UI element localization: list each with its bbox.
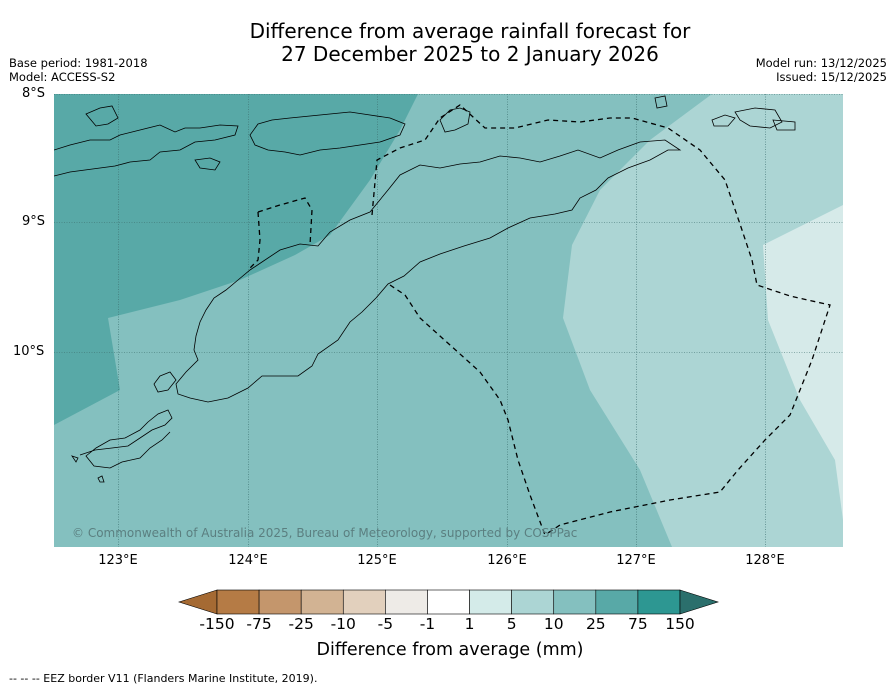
colorbar-segment xyxy=(258,589,302,615)
title-line-2: 27 December 2025 to 2 January 2026 xyxy=(281,42,659,66)
eez-border xyxy=(249,104,831,536)
coastline xyxy=(54,95,796,483)
region-25-75-north xyxy=(54,94,418,425)
colorbar-segment xyxy=(300,589,344,615)
colorbar-tick-label: 1 xyxy=(464,615,475,633)
title-line-1: Difference from average rainfall forecas… xyxy=(249,19,691,43)
lon-label-127e: 127°E xyxy=(616,553,656,568)
region-1-5-east xyxy=(763,205,843,520)
meta-left: Base period: 1981-2018 Model: ACCESS-S2 xyxy=(9,56,148,84)
colorbar-tick-label: -150 xyxy=(199,615,235,633)
colorbar-tick-label: -75 xyxy=(246,615,272,633)
base-period-text: Base period: 1981-2018 xyxy=(9,56,148,70)
colorbar-tick-label: -25 xyxy=(288,615,314,633)
chart-title: Difference from average rainfall forecas… xyxy=(180,20,760,66)
colorbar-segment xyxy=(511,589,555,615)
colorbar-segment xyxy=(385,589,428,615)
colorbar-extend-high xyxy=(679,589,719,615)
lon-label-123e: 123°E xyxy=(98,553,138,568)
colorbar-tick-label: 25 xyxy=(585,615,606,633)
issued-text: Issued: 15/12/2025 xyxy=(776,70,887,84)
colorbar-segment xyxy=(342,589,386,615)
graticule xyxy=(54,94,843,547)
model-run-text: Model run: 13/12/2025 xyxy=(755,56,887,70)
model-text: Model: ACCESS-S2 xyxy=(9,70,116,84)
colorbar-tick-label: 10 xyxy=(543,615,564,633)
colorbar-segment xyxy=(595,589,639,615)
colorbar-segment xyxy=(637,589,681,615)
colorbar-tick-label: -10 xyxy=(330,615,356,633)
colorbar-tick-label: -5 xyxy=(377,615,394,633)
lon-label-126e: 126°E xyxy=(487,553,527,568)
colorbar-segment xyxy=(469,589,512,615)
colorbar-segment xyxy=(427,589,470,615)
rainfall-map xyxy=(54,94,843,547)
colorbar-segment xyxy=(216,589,260,615)
region-5-10-east xyxy=(563,94,843,547)
lon-label-125e: 125°E xyxy=(357,553,397,568)
colorbar-title: Difference from average (mm) xyxy=(316,640,584,660)
colorbar-extend-low xyxy=(178,589,218,615)
lat-label-8s: 8°S xyxy=(22,86,46,101)
lat-label-10s: 10°S xyxy=(13,344,45,359)
lat-label-9s: 9°S xyxy=(22,214,46,229)
meta-right: Model run: 13/12/2025 Issued: 15/12/2025 xyxy=(756,56,887,84)
colorbar-tick-label: 75 xyxy=(628,615,648,633)
lon-label-124e: 124°E xyxy=(228,553,268,568)
colorbar-tick-label: 150 xyxy=(665,615,695,633)
lon-label-128e: 128°E xyxy=(745,553,785,568)
eez-footer-note: -- -- -- EEZ border V11 (Flanders Marine… xyxy=(9,672,318,685)
copyright-text: © Commonwealth of Australia 2025, Bureau… xyxy=(72,526,578,540)
colorbar-segment xyxy=(553,589,597,615)
colorbar-tick-label: 5 xyxy=(506,615,517,633)
colorbar-tick-label: -1 xyxy=(419,615,436,633)
